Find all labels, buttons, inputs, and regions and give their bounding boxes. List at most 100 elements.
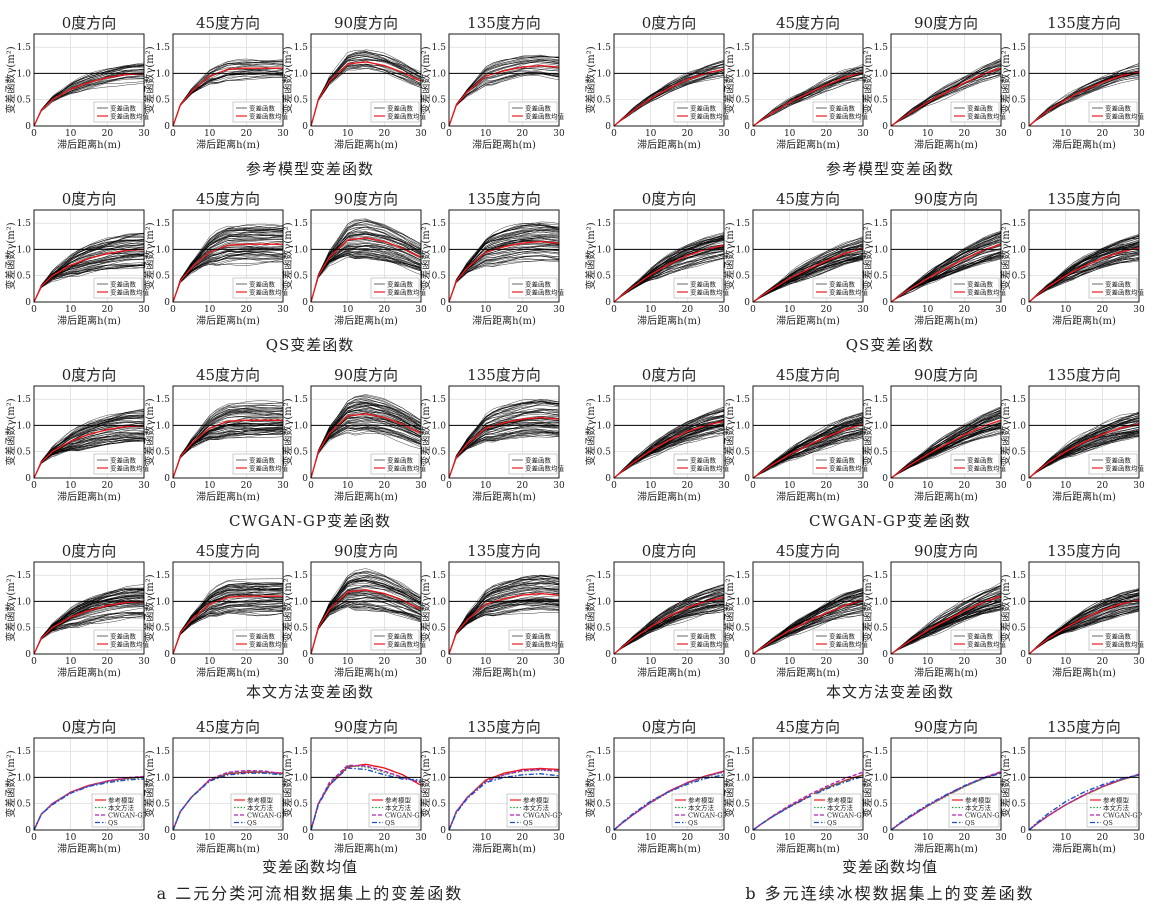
variogram-realization-line <box>752 77 864 127</box>
panel-b-row2-dir0: 0 10 20 30 0 0.5 1.0 1.5 滞后距离h(m) 变差函数γ(m²) 0度方向变差… <box>584 190 730 327</box>
variogram-realization-line <box>613 583 725 655</box>
legend-label-mean: 变差函数均值 <box>829 464 869 473</box>
variogram-realization-line <box>448 607 560 655</box>
variogram-realization-line <box>172 60 284 127</box>
x-tick-label: 0 <box>170 129 176 139</box>
legend-box <box>232 629 282 651</box>
y-axis-label: 变差函数γ(m²) <box>584 222 597 289</box>
x-tick-label: 20 <box>682 657 694 667</box>
plot-frame <box>613 33 725 127</box>
x-tick-label: 30 <box>553 657 565 667</box>
legend-label-realization: 变差函数 <box>110 104 137 113</box>
variogram-realization-line <box>448 255 560 303</box>
y-tick-label: 1.0 <box>156 597 171 607</box>
x-tick-label: 10 <box>480 305 492 315</box>
y-tick-label: 0.5 <box>156 448 171 458</box>
y-tick-label: 1.0 <box>874 245 889 255</box>
x-tick-label: 10 <box>204 129 216 139</box>
plot-frame <box>752 737 864 831</box>
panel-a-row1-dir0: 0 10 20 30 0 0.5 1.0 1.5 滞后距离h(m) 变差函数γ(m²) 0度方向变差… <box>4 14 150 151</box>
variogram-realization-line <box>310 601 422 655</box>
legend-label-realization: 变差函数 <box>829 632 856 641</box>
variogram-realization-line <box>310 576 422 655</box>
variogram-realization-line <box>310 255 422 303</box>
plot-frame <box>310 737 422 831</box>
variogram-realization-line <box>172 407 284 479</box>
y-axis-label: 变差函数γ(m²) <box>999 574 1012 641</box>
variogram-realization-line <box>310 425 422 479</box>
variogram-realization-line <box>310 218 422 303</box>
legend-label-realization: 变差函数 <box>1105 280 1132 289</box>
plot-frame <box>1028 33 1140 127</box>
y-tick-label: 1.5 <box>597 219 612 229</box>
y-tick-label: 1.0 <box>597 69 612 79</box>
plot-frame <box>613 737 725 831</box>
legend-box <box>950 277 1000 299</box>
variogram-realization-line <box>1028 239 1140 303</box>
variogram-realization-line <box>752 417 864 479</box>
x-tick-label: 20 <box>241 481 253 491</box>
y-tick-label: 1.5 <box>432 395 447 405</box>
variogram-realization-line <box>890 432 1002 479</box>
y-tick-label: 1.0 <box>17 69 32 79</box>
panel-b-row2-dir1: 0 10 20 30 0 0.5 1.0 1.5 滞后距离h(m) 变差函数γ(m²) 45度方向变… <box>723 190 869 327</box>
variogram-mean-line <box>752 599 864 655</box>
panel-b-mean-dir1: 0 10 20 30 0 0.5 1.0 1.5 滞后距离h(m) 变差函数γ(m²) 45度方向参… <box>723 718 869 855</box>
variogram-realization-line <box>752 411 864 479</box>
y-tick-label: 0.5 <box>294 96 309 106</box>
y-tick-label: 1.0 <box>736 597 751 607</box>
y-tick-label: 1.0 <box>294 69 309 79</box>
variogram-realization-line <box>310 404 422 479</box>
x-tick-label: 30 <box>995 129 1007 139</box>
x-tick-label: 30 <box>857 657 869 667</box>
y-tick-label: 0 <box>440 474 446 484</box>
variogram-realization-line <box>448 222 560 303</box>
x-tick-label: 30 <box>553 481 565 491</box>
variogram-realization-line <box>890 428 1002 479</box>
y-tick-label: 1.5 <box>874 395 889 405</box>
x-tick-label: 10 <box>65 657 77 667</box>
y-axis-label: 变差函数γ(m²) <box>861 574 874 641</box>
panel-title: 90度方向 <box>914 718 978 736</box>
y-tick-label: 0.5 <box>432 448 447 458</box>
variogram-realization-line <box>890 258 1002 303</box>
variogram-realization-line <box>310 66 422 127</box>
variogram-realization-line <box>172 588 284 655</box>
plot-frame <box>310 209 422 303</box>
variogram-realization-line <box>33 612 145 655</box>
panel-title: 90度方向 <box>334 718 398 736</box>
y-tick-label: 1.5 <box>597 747 612 757</box>
legend-label: 本文方法 <box>247 803 274 812</box>
plot-frame <box>172 33 284 127</box>
variogram-realization-line <box>448 246 559 303</box>
y-tick-label: 0 <box>1020 826 1026 836</box>
y-tick-label: 0.5 <box>736 448 751 458</box>
x-tick-label: 0 <box>170 833 176 843</box>
y-tick-label: 1.0 <box>1012 773 1027 783</box>
y-tick-label: 0 <box>25 650 31 660</box>
legend-box <box>812 453 862 475</box>
panel-a-row2-dir3: 0 10 20 30 0 0.5 1.0 1.5 滞后距离h(m) 变差函数γ(m²) 135度方向… <box>419 190 565 327</box>
legend-label: QS <box>247 819 257 827</box>
legend-label: CWGAN-GP <box>965 811 1005 819</box>
x-tick-label: 0 <box>170 305 176 315</box>
y-tick-label: 1.0 <box>1012 597 1027 607</box>
x-tick-label: 0 <box>308 129 314 139</box>
y-axis-label: 变差函数γ(m²) <box>419 574 432 641</box>
panel-b-row2-dir3: 0 10 20 30 0 0.5 1.0 1.5 滞后距离h(m) 变差函数γ(m²) 135度方向… <box>999 190 1145 327</box>
legend-label-realization: 变差函数 <box>829 104 856 113</box>
variogram-realization-line <box>890 69 1002 127</box>
variogram-realization-line <box>33 434 145 479</box>
y-tick-label: 0 <box>882 474 888 484</box>
variogram-realization-line <box>752 432 864 479</box>
x-tick-label: 20 <box>959 481 971 491</box>
legend-label: 参考模型 <box>1103 795 1130 804</box>
y-tick-label: 1.0 <box>294 597 309 607</box>
legend-box <box>950 101 1000 123</box>
variogram-realization-line <box>752 590 864 655</box>
